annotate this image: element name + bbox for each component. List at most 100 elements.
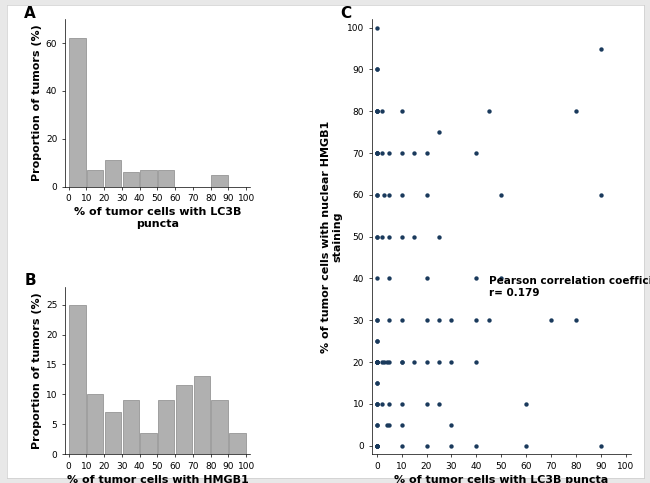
Point (372, 442, 382, 450)
Point (372, 66, 382, 73)
Bar (211, 400, 227, 454)
Point (546, 316, 556, 324)
Point (396, 358, 407, 366)
Point (372, 442, 382, 450)
Point (376, 149, 387, 157)
Point (379, 358, 389, 366)
Point (446, 358, 456, 366)
Point (376, 400, 387, 408)
Text: B: B (24, 273, 36, 288)
Point (372, 316, 382, 324)
Point (379, 191, 389, 199)
Point (396, 400, 407, 408)
Point (384, 191, 395, 199)
Point (471, 442, 482, 450)
Point (471, 316, 482, 324)
Point (372, 358, 382, 366)
Bar (158, 170, 174, 186)
Point (382, 358, 392, 366)
Bar (70, 305, 86, 454)
Point (372, 149, 382, 157)
Point (372, 275, 382, 283)
Point (372, 107, 382, 115)
Point (372, 400, 382, 408)
Point (396, 358, 407, 366)
Point (372, 191, 382, 199)
Point (471, 149, 482, 157)
Point (595, 191, 606, 199)
Point (421, 400, 432, 408)
Point (421, 191, 432, 199)
Bar (158, 400, 174, 454)
X-axis label: % of tumor cells with LC3B puncta: % of tumor cells with LC3B puncta (394, 475, 608, 483)
Bar (211, 174, 227, 186)
Point (409, 233, 419, 241)
Bar (123, 400, 139, 454)
Point (521, 400, 531, 408)
Point (396, 233, 407, 241)
Point (372, 149, 382, 157)
Point (384, 275, 395, 283)
Point (384, 149, 395, 157)
Point (372, 149, 382, 157)
Y-axis label: Proportion of tumors (%): Proportion of tumors (%) (32, 292, 42, 449)
Point (409, 358, 419, 366)
Point (421, 316, 432, 324)
Point (409, 149, 419, 157)
Point (376, 107, 387, 115)
Point (384, 233, 395, 241)
X-axis label: % of tumor cells with HMGB1
nuclear staining: % of tumor cells with HMGB1 nuclear stai… (66, 475, 248, 483)
Point (372, 107, 382, 115)
Point (372, 400, 382, 408)
Y-axis label: Proportion of tumors (%): Proportion of tumors (%) (32, 25, 42, 181)
Point (372, 400, 382, 408)
Point (471, 358, 482, 366)
Point (372, 421, 382, 428)
Bar (123, 172, 139, 186)
Point (396, 107, 407, 115)
Point (372, 107, 382, 115)
Point (595, 442, 606, 450)
X-axis label: % of tumor cells with LC3B
puncta: % of tumor cells with LC3B puncta (73, 207, 241, 229)
Point (372, 442, 382, 450)
Point (396, 316, 407, 324)
Point (421, 358, 432, 366)
Y-axis label: % of tumor cells with nuclear HMGB1
staining: % of tumor cells with nuclear HMGB1 stai… (321, 121, 343, 353)
Point (446, 442, 456, 450)
Point (372, 358, 382, 366)
Point (421, 149, 432, 157)
Point (372, 442, 382, 450)
Point (484, 316, 494, 324)
Point (372, 24, 382, 31)
Point (376, 358, 387, 366)
Point (446, 316, 456, 324)
Point (372, 149, 382, 157)
Point (421, 442, 432, 450)
Bar (87, 170, 103, 186)
Point (382, 421, 392, 428)
Text: A: A (24, 6, 36, 21)
Point (396, 442, 407, 450)
Point (434, 233, 444, 241)
Text: C: C (341, 6, 352, 21)
Point (384, 421, 395, 428)
Point (372, 442, 382, 450)
Point (372, 107, 382, 115)
Point (471, 275, 482, 283)
Point (372, 379, 382, 387)
Point (372, 421, 382, 428)
Point (372, 66, 382, 73)
Point (434, 128, 444, 136)
Bar (176, 385, 192, 454)
Point (595, 45, 606, 53)
Point (372, 358, 382, 366)
Point (372, 358, 382, 366)
Point (434, 358, 444, 366)
Point (372, 442, 382, 450)
Point (434, 316, 444, 324)
Bar (229, 433, 246, 454)
Point (372, 233, 382, 241)
Point (372, 316, 382, 324)
Bar (194, 376, 210, 454)
Point (521, 442, 531, 450)
